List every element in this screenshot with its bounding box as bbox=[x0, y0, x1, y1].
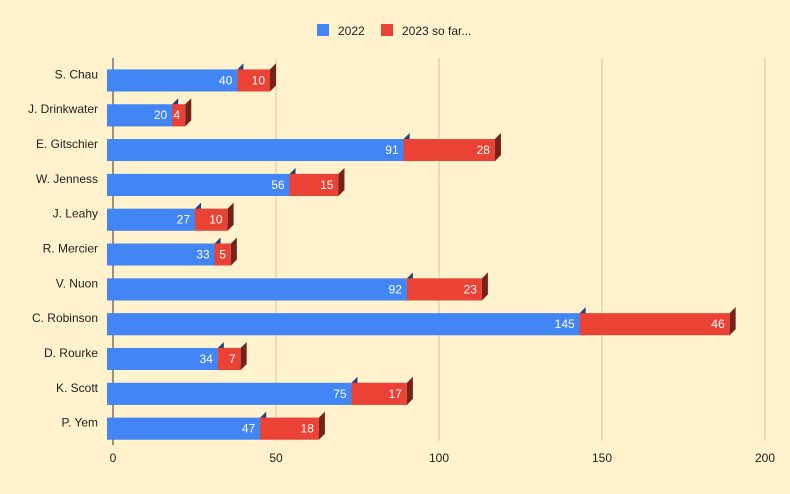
data-label: 92 bbox=[389, 282, 403, 296]
x-tick-label: 200 bbox=[755, 451, 775, 465]
x-tick-label: 50 bbox=[269, 451, 283, 465]
data-label: 75 bbox=[333, 387, 347, 401]
bar-segment-2023 bbox=[217, 341, 247, 370]
bar-segment-2022 bbox=[107, 98, 179, 127]
bar-side-face bbox=[318, 411, 325, 440]
bar bbox=[406, 278, 482, 301]
bar-segment-2023 bbox=[214, 237, 237, 266]
bar-side-face bbox=[270, 63, 276, 92]
legend: 2022 2023 so far... bbox=[317, 24, 471, 38]
category-label: D. Rourke bbox=[44, 346, 98, 360]
bar bbox=[172, 104, 186, 127]
bar-segment-2023 bbox=[406, 272, 488, 301]
bar bbox=[237, 69, 270, 92]
bar bbox=[107, 243, 215, 266]
data-label: 56 bbox=[271, 178, 285, 192]
category-label: V. Nuon bbox=[56, 276, 98, 290]
bar-segment-2023 bbox=[579, 307, 736, 336]
bar bbox=[107, 313, 580, 336]
data-label: 145 bbox=[555, 317, 575, 331]
data-label: 18 bbox=[301, 422, 315, 436]
data-label: 5 bbox=[219, 248, 226, 262]
bar-segment-2023 bbox=[403, 133, 501, 162]
bar-segment-2022 bbox=[107, 272, 413, 301]
bar bbox=[289, 173, 339, 196]
bar bbox=[107, 382, 352, 405]
bar bbox=[107, 208, 196, 231]
data-label: 20 bbox=[154, 108, 168, 122]
data-label: 33 bbox=[196, 248, 210, 262]
bar-segment-2022 bbox=[107, 376, 358, 405]
bar-side-face bbox=[227, 202, 234, 231]
legend-label-2022: 2022 bbox=[338, 24, 365, 38]
bar-segment-2023 bbox=[260, 411, 325, 440]
data-label: 40 bbox=[219, 73, 233, 87]
x-tick-label: 150 bbox=[592, 451, 612, 465]
bar bbox=[107, 69, 238, 92]
legend-swatch-2022 bbox=[317, 24, 329, 36]
category-label: E. Gitschier bbox=[36, 137, 98, 151]
x-tick-label: 100 bbox=[429, 451, 449, 465]
data-label: 10 bbox=[252, 73, 266, 87]
data-label: 47 bbox=[242, 422, 256, 436]
bar bbox=[403, 139, 495, 162]
bar bbox=[195, 208, 228, 231]
data-label: 34 bbox=[199, 352, 213, 366]
bar bbox=[579, 313, 730, 336]
bar-segment-2022 bbox=[107, 133, 410, 162]
bar-segment-2023 bbox=[289, 167, 345, 196]
data-label: 10 bbox=[209, 213, 223, 227]
bar-segment-2022 bbox=[107, 167, 296, 196]
bars bbox=[107, 63, 736, 440]
bar-segment-2023 bbox=[172, 98, 192, 127]
category-label: J. Drinkwater bbox=[28, 102, 98, 116]
category-label: W. Jenness bbox=[36, 172, 98, 186]
category-label: S. Chau bbox=[55, 67, 98, 81]
bar bbox=[107, 417, 261, 440]
bar-segment-2023 bbox=[195, 202, 234, 231]
bar-side-face bbox=[240, 341, 247, 370]
category-label: J. Leahy bbox=[53, 207, 98, 221]
bar bbox=[260, 417, 319, 440]
bar-side-face bbox=[338, 167, 345, 196]
category-label: R. Mercier bbox=[43, 242, 98, 256]
bar bbox=[217, 347, 241, 370]
x-tick-label: 0 bbox=[110, 451, 117, 465]
data-label: 28 bbox=[477, 143, 491, 157]
bar bbox=[107, 173, 290, 196]
bar bbox=[107, 347, 218, 370]
bar-side-face bbox=[729, 307, 736, 336]
bar-side-face bbox=[230, 237, 237, 266]
data-label: 91 bbox=[385, 143, 399, 157]
bar bbox=[351, 382, 407, 405]
bar-side-face bbox=[494, 133, 501, 162]
data-label: 15 bbox=[320, 178, 334, 192]
bar-side-face bbox=[406, 376, 413, 405]
bar bbox=[107, 278, 407, 301]
data-label: 23 bbox=[464, 282, 478, 296]
legend-swatch-2023 bbox=[381, 24, 393, 36]
category-label: C. Robinson bbox=[32, 311, 98, 325]
bar bbox=[107, 139, 404, 162]
bar-side-face bbox=[185, 98, 192, 127]
bar-segment-2022 bbox=[107, 307, 586, 336]
data-label: 17 bbox=[389, 387, 403, 401]
bar bbox=[107, 104, 173, 127]
bar-segment-2023 bbox=[351, 376, 413, 405]
data-label: 4 bbox=[174, 108, 181, 122]
category-label: K. Scott bbox=[56, 381, 99, 395]
data-label: 7 bbox=[229, 352, 236, 366]
bar-segment-2022 bbox=[107, 63, 244, 92]
labels: 0 50 100 150 200 S. Chau 40 10 J. Drinkwater 20 4 E… bbox=[28, 67, 775, 465]
data-label: 27 bbox=[177, 213, 191, 227]
bar-segment-2023 bbox=[237, 63, 276, 92]
category-label: P. Yem bbox=[62, 416, 98, 430]
legend-label-2023-so-far: 2023 so far... bbox=[402, 24, 471, 38]
bar-side-face bbox=[481, 272, 488, 301]
data-label: 46 bbox=[711, 317, 725, 331]
bar bbox=[214, 243, 231, 266]
